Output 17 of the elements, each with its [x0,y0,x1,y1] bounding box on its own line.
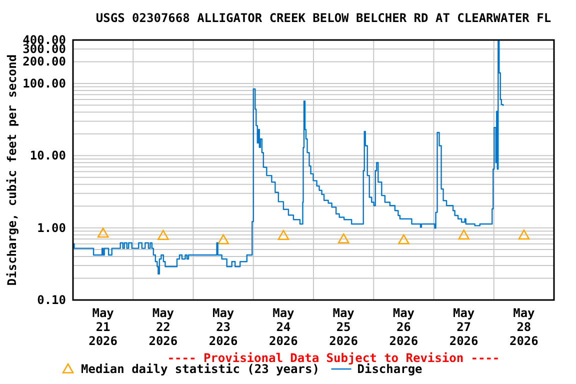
x-tick-label: May 27 2026 [449,306,478,348]
y-tick-label: 1.00 [37,220,66,235]
x-tick-label: May 22 2026 [148,306,178,348]
x-tick-label: May 26 2026 [389,306,418,348]
legend-label: Discharge [357,362,422,376]
y-tick-label: 10.00 [30,148,66,163]
x-tick-label: May 21 2026 [88,306,118,348]
y-tick-label: 0.10 [37,293,66,307]
y-tick-label: 200.00 [22,54,66,69]
y-tick-label: 100.00 [22,76,66,90]
x-tick-label: May 23 2026 [208,306,238,348]
y-axis-title: Discharge, cubic feet per second [5,54,19,286]
x-tick-label: May 25 2026 [329,306,358,348]
chart-title: USGS 02307668 ALLIGATOR CREEK BELOW BELCHER RD AT CLEARWATER FL [96,11,552,25]
legend-label: Median daily statistic (23 years) [81,362,320,376]
x-tick-label: May 24 2026 [268,306,298,348]
x-tick-label: May 28 2026 [509,306,538,348]
